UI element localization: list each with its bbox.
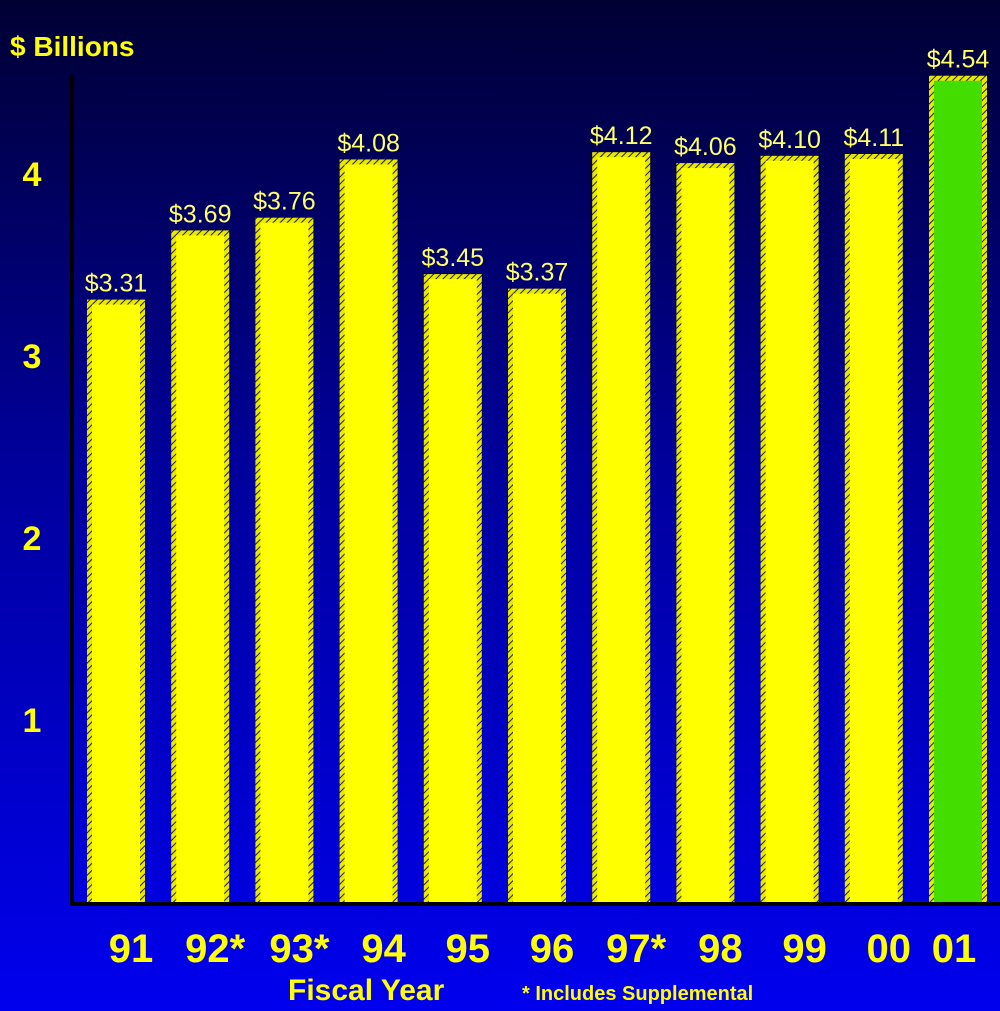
data-label-2: $3.76 [253, 188, 316, 216]
x-tick-8: 99 [782, 927, 827, 971]
bar-4 [423, 274, 482, 903]
bar-5 [508, 288, 566, 902]
x-tick-3: 94 [361, 927, 406, 971]
y-tick-2: 2 [23, 520, 42, 558]
x-tick-labels: 91 92* 93* 94 95 96 97* 98 99 00 01 [109, 927, 977, 971]
bar-3 [339, 159, 398, 902]
x-tick-4: 95 [446, 927, 491, 971]
bar-2 [255, 217, 314, 902]
bar-1 [171, 230, 230, 903]
data-label-9: $4.11 [843, 124, 904, 152]
x-axis-label: Fiscal Year [288, 974, 445, 1007]
x-tick-0: 91 [109, 927, 154, 971]
bars [87, 75, 987, 903]
x-tick-10: 01 [932, 927, 977, 971]
bar-fill [92, 304, 140, 903]
x-tick-7: 98 [698, 927, 743, 971]
bar-7 [676, 163, 735, 902]
data-label-3: $4.08 [337, 129, 400, 157]
data-label-6: $4.12 [590, 122, 653, 150]
bar-fill [765, 160, 814, 903]
bar-fill [260, 222, 309, 902]
bar-fill [681, 168, 730, 902]
bar-0 [87, 299, 145, 903]
bar-fill [513, 293, 561, 902]
y-axis-label: $ Billions [10, 31, 134, 62]
data-label-8: $4.10 [758, 126, 821, 154]
data-label-0: $3.31 [85, 270, 148, 298]
bar-fill [344, 164, 393, 902]
bar-fill [934, 80, 982, 903]
data-label-4: $3.45 [422, 244, 485, 272]
bar-9 [844, 153, 903, 903]
x-tick-6: 97* [606, 927, 666, 971]
bar-8 [760, 155, 819, 903]
y-tick-3: 3 [23, 338, 42, 376]
footnote: * Includes Supplemental [522, 983, 753, 1005]
x-tick-1: 92* [185, 927, 245, 971]
bar-6 [592, 152, 651, 902]
bar-fill [849, 158, 898, 903]
data-labels: $3.31 $3.69 $3.76 $4.08 $3.45 $3.37 $4.12 $4.06… [85, 46, 990, 298]
bar-10 [929, 75, 987, 903]
bar-fill [428, 279, 477, 903]
data-label-5: $3.37 [506, 259, 569, 287]
bar-fill [597, 157, 646, 902]
y-tick-4: 4 [23, 156, 42, 194]
x-tick-9: 00 [867, 927, 912, 971]
y-tick-1: 1 [23, 702, 42, 740]
x-tick-2: 93* [269, 927, 329, 971]
x-tick-5: 96 [530, 927, 575, 971]
y-tick-labels: 1 2 3 4 [23, 156, 42, 740]
data-label-10: $4.54 [927, 46, 990, 74]
data-label-1: $3.69 [169, 200, 232, 228]
bar-fill [176, 235, 225, 903]
data-label-7: $4.06 [674, 133, 737, 161]
